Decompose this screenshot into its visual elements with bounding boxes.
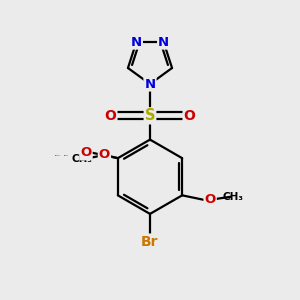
Text: N: N bbox=[144, 77, 156, 91]
Text: Br: Br bbox=[141, 235, 159, 248]
Text: O: O bbox=[80, 146, 92, 159]
Text: methoxy: methoxy bbox=[55, 154, 61, 156]
Text: O: O bbox=[205, 193, 216, 206]
Text: O: O bbox=[184, 109, 196, 123]
Text: S: S bbox=[145, 108, 155, 123]
Text: methyl: methyl bbox=[64, 154, 69, 156]
Text: N: N bbox=[158, 36, 169, 49]
Text: O: O bbox=[99, 148, 110, 161]
Text: O: O bbox=[104, 109, 116, 123]
Text: CH₃: CH₃ bbox=[71, 154, 92, 164]
Text: CH₃: CH₃ bbox=[223, 192, 244, 202]
Text: N: N bbox=[131, 36, 142, 49]
